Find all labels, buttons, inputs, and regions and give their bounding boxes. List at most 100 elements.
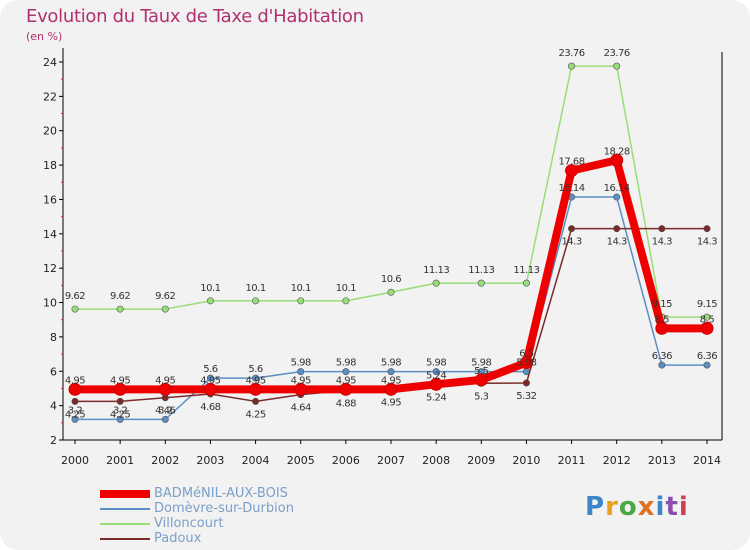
data-label: 14.3 [697, 237, 717, 248]
data-point [432, 279, 440, 287]
data-point [522, 279, 530, 287]
data-label: 3.2 [68, 405, 83, 416]
y-tick-label: 14 [43, 228, 57, 241]
data-label: 17.68 [559, 157, 585, 168]
data-label: 10.1 [291, 283, 311, 294]
data-point [658, 361, 666, 369]
data-label: 5.32 [516, 391, 536, 402]
data-label: 4.95 [381, 397, 401, 408]
data-point [294, 382, 308, 396]
logo-letter: x [637, 492, 656, 522]
data-label: 23.76 [604, 48, 630, 59]
data-label: 4.25 [65, 409, 85, 420]
data-point [613, 62, 621, 70]
data-label: 9.62 [110, 291, 130, 302]
data-point [387, 368, 395, 376]
series-layer [68, 62, 714, 423]
data-point [474, 373, 488, 387]
y-tick-label: 16 [43, 193, 57, 206]
data-label: 5.24 [426, 392, 446, 403]
data-label: 11.13 [468, 265, 494, 276]
data-label: 4.25 [110, 409, 130, 420]
data-label: 4.95 [245, 375, 265, 386]
data-point [565, 164, 579, 178]
data-label: 5.24 [426, 370, 446, 381]
data-point [519, 356, 533, 370]
data-point [116, 397, 124, 405]
data-label: 4.88 [336, 399, 356, 410]
data-point [252, 374, 260, 382]
data-label: 4.95 [381, 375, 401, 386]
data-point [297, 297, 305, 305]
data-label: 9.62 [65, 291, 85, 302]
data-point [703, 313, 711, 321]
data-label: 5.6 [248, 364, 263, 375]
y-tick-label: 22 [43, 90, 57, 103]
y-tick-label: 6 [50, 365, 57, 378]
data-point [68, 382, 82, 396]
data-label: 4.64 [291, 403, 311, 414]
data-point [71, 415, 79, 423]
data-label-layer: 9.62 9.62 9.62 10.1 10.1 10.1 10.1 10.6 11.13 11.… [65, 48, 718, 420]
data-label: 11.13 [513, 265, 539, 276]
x-tick-label: 2007 [377, 454, 405, 467]
x-tick-label: 2005 [287, 454, 315, 467]
y-tick-label: 24 [43, 56, 57, 69]
data-label: 4.46 [155, 406, 175, 417]
data-label: 16.14 [604, 183, 630, 194]
data-point [384, 382, 398, 396]
logo-letter: r [605, 492, 619, 522]
x-tick-label: 2002 [151, 454, 179, 467]
x-tick-label: 2001 [106, 454, 134, 467]
data-label: 4.95 [110, 375, 130, 386]
data-point [342, 297, 350, 305]
data-label: 6.5 [519, 349, 534, 360]
data-label: 5.98 [291, 358, 311, 369]
logo-letter: P [585, 492, 606, 522]
data-point [252, 397, 260, 405]
data-point [477, 279, 485, 287]
logo-letter: o [618, 492, 638, 522]
x-tick-label: 2004 [242, 454, 270, 467]
logo-letter: i [655, 492, 666, 522]
data-point [116, 415, 124, 423]
data-point [568, 62, 576, 70]
legend-label: Domèvre-sur-Durbion [154, 501, 294, 516]
data-point [161, 305, 169, 313]
data-point [522, 379, 530, 387]
data-point [655, 321, 669, 335]
data-label: 4.95 [291, 375, 311, 386]
data-label: 10.1 [245, 283, 265, 294]
x-tick-label: 2014 [693, 454, 721, 467]
data-point [206, 297, 214, 305]
data-point [387, 288, 395, 296]
data-point [297, 368, 305, 376]
data-label: 10.1 [336, 283, 356, 294]
legend-swatch [100, 538, 150, 540]
data-label: 5.98 [471, 358, 491, 369]
data-label: 4.95 [155, 375, 175, 386]
data-label: 5.98 [516, 358, 536, 369]
data-label: 4.68 [200, 402, 220, 413]
data-label: 8.5 [655, 314, 670, 325]
data-point [658, 225, 666, 233]
data-point [700, 321, 714, 335]
data-label: 14.3 [607, 237, 627, 248]
chart-title: Evolution du Taux de Taxe d'Habitation [26, 6, 364, 27]
data-label: 6.36 [652, 351, 672, 362]
data-point [206, 374, 214, 382]
data-label: 4.95 [336, 375, 356, 386]
legend-swatch [100, 508, 150, 510]
y-tick-label: 8 [50, 331, 57, 344]
x-tick-label: 2000 [61, 454, 89, 467]
data-label: 11.13 [423, 265, 449, 276]
data-point [613, 193, 621, 201]
y-tick-label: 10 [43, 297, 57, 310]
x-tick-label: 2011 [558, 454, 586, 467]
logo-letter: i [678, 492, 689, 522]
y-tick-label: 18 [43, 159, 57, 172]
data-label: 9.15 [697, 299, 717, 310]
data-point [249, 382, 263, 396]
